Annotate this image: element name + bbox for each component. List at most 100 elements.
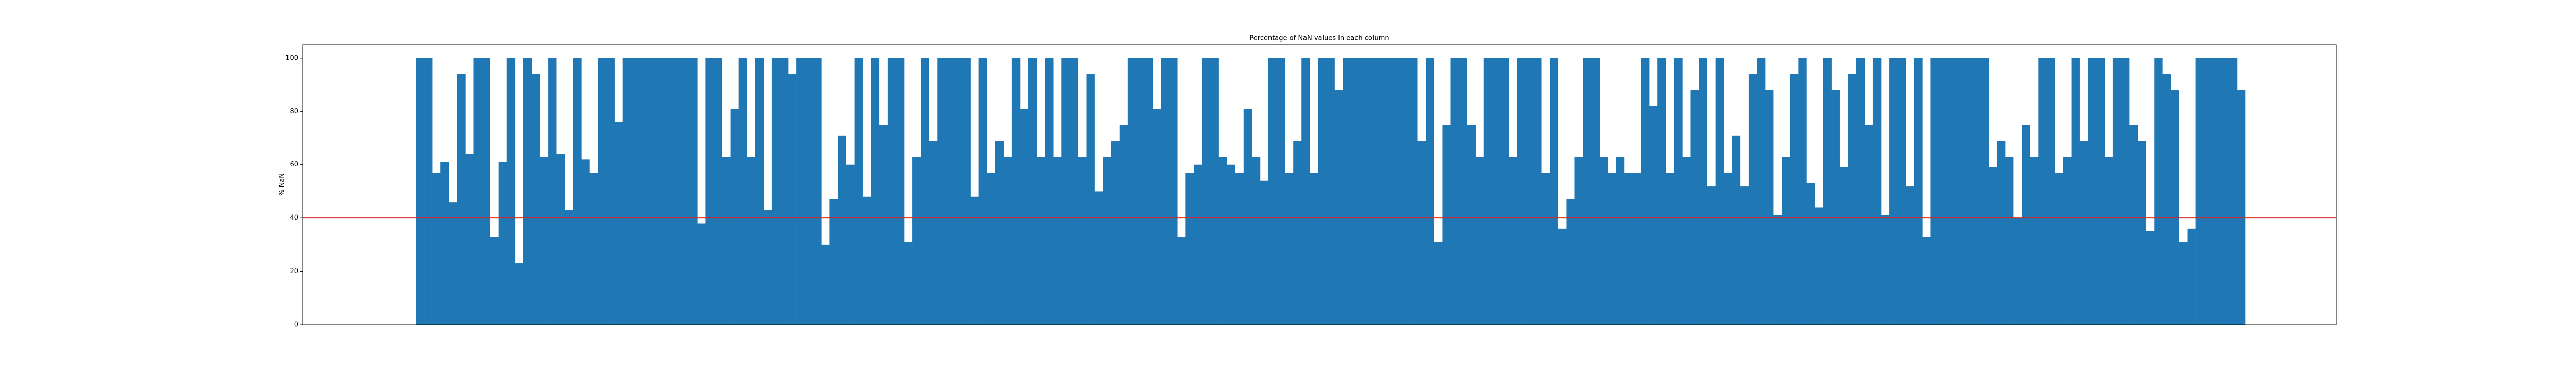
bar — [482, 58, 490, 325]
bar — [606, 58, 615, 325]
bar — [1235, 173, 1244, 325]
bar — [2220, 58, 2229, 325]
bar — [1210, 58, 1219, 325]
bar — [1285, 173, 1294, 325]
bar — [1765, 90, 1774, 325]
bar — [573, 58, 582, 325]
bar — [1045, 58, 1054, 325]
bar — [1666, 173, 1674, 325]
bar — [1028, 58, 1037, 325]
bar — [1517, 58, 1526, 325]
bar — [821, 244, 830, 325]
bar — [523, 58, 532, 325]
bar — [1963, 58, 1973, 325]
bar — [2179, 242, 2188, 325]
bar — [779, 58, 789, 325]
bar — [440, 162, 449, 325]
bar — [846, 164, 855, 325]
bar — [1889, 58, 1898, 325]
bar — [2212, 58, 2221, 325]
bar — [1500, 58, 1509, 325]
bar — [2121, 58, 2130, 325]
bar — [1624, 173, 1633, 325]
bar — [631, 58, 640, 325]
bar — [879, 125, 888, 325]
bar — [962, 58, 971, 325]
bar — [2038, 58, 2047, 325]
bar — [1086, 74, 1095, 325]
bar — [2030, 157, 2039, 325]
bar — [1078, 157, 1087, 325]
bar — [556, 154, 565, 325]
bar — [457, 74, 466, 325]
bar — [788, 74, 797, 325]
bar — [705, 58, 714, 325]
bar — [978, 58, 987, 325]
bar — [681, 58, 689, 325]
bar — [1169, 58, 1178, 325]
chart-title: Percentage of NaN values in each column — [1249, 35, 1389, 42]
bar — [1525, 58, 1534, 325]
bar — [2063, 157, 2072, 325]
bar — [1996, 141, 2006, 325]
bar — [1740, 186, 1749, 325]
bar — [1806, 183, 1815, 325]
bar — [647, 58, 656, 325]
bar — [416, 58, 425, 325]
bar — [829, 199, 838, 325]
bar — [473, 58, 482, 325]
bar — [1831, 90, 1840, 325]
bar — [838, 135, 846, 325]
bar — [1442, 125, 1451, 325]
bar — [598, 58, 606, 325]
bar — [862, 196, 872, 325]
bar — [1161, 58, 1170, 325]
bar — [1359, 58, 1368, 325]
bar — [1881, 215, 1890, 325]
bar — [465, 154, 474, 325]
bar — [1914, 58, 1923, 325]
bar — [1657, 58, 1666, 325]
bar — [1483, 58, 1493, 325]
bar — [432, 173, 441, 325]
bar — [697, 223, 706, 325]
bar — [2096, 58, 2105, 325]
bar — [2187, 228, 2196, 325]
bar — [1127, 58, 1137, 325]
bar — [1119, 125, 1128, 325]
y-tick-label: 40 — [290, 214, 298, 222]
bar — [1475, 157, 1484, 325]
bar — [639, 58, 648, 325]
bar — [1574, 157, 1583, 325]
bar — [1185, 173, 1194, 325]
bar — [1111, 141, 1120, 325]
bar — [1550, 58, 1558, 325]
bar — [1707, 186, 1716, 325]
bar — [714, 58, 722, 325]
bar — [2055, 173, 2063, 325]
bar — [490, 237, 499, 325]
bar — [1690, 90, 1699, 325]
y-tick-label: 80 — [290, 108, 298, 115]
y-tick-label: 60 — [290, 161, 298, 168]
bar — [1823, 58, 1832, 325]
bar — [1591, 58, 1600, 325]
bar — [2138, 141, 2146, 325]
bar — [1848, 74, 1857, 325]
bar — [1732, 135, 1741, 325]
bar — [424, 58, 433, 325]
bar — [771, 58, 781, 325]
bar — [1897, 58, 1906, 325]
bar — [672, 58, 681, 325]
bar — [2228, 58, 2238, 325]
bar — [1906, 186, 1914, 325]
bar — [1376, 58, 1385, 325]
bar — [1864, 125, 1873, 325]
bar — [1566, 199, 1575, 325]
bar — [1343, 58, 1351, 325]
bar — [689, 58, 698, 325]
bar — [2022, 125, 2030, 325]
bar — [1674, 58, 1683, 325]
bar — [2154, 58, 2163, 325]
